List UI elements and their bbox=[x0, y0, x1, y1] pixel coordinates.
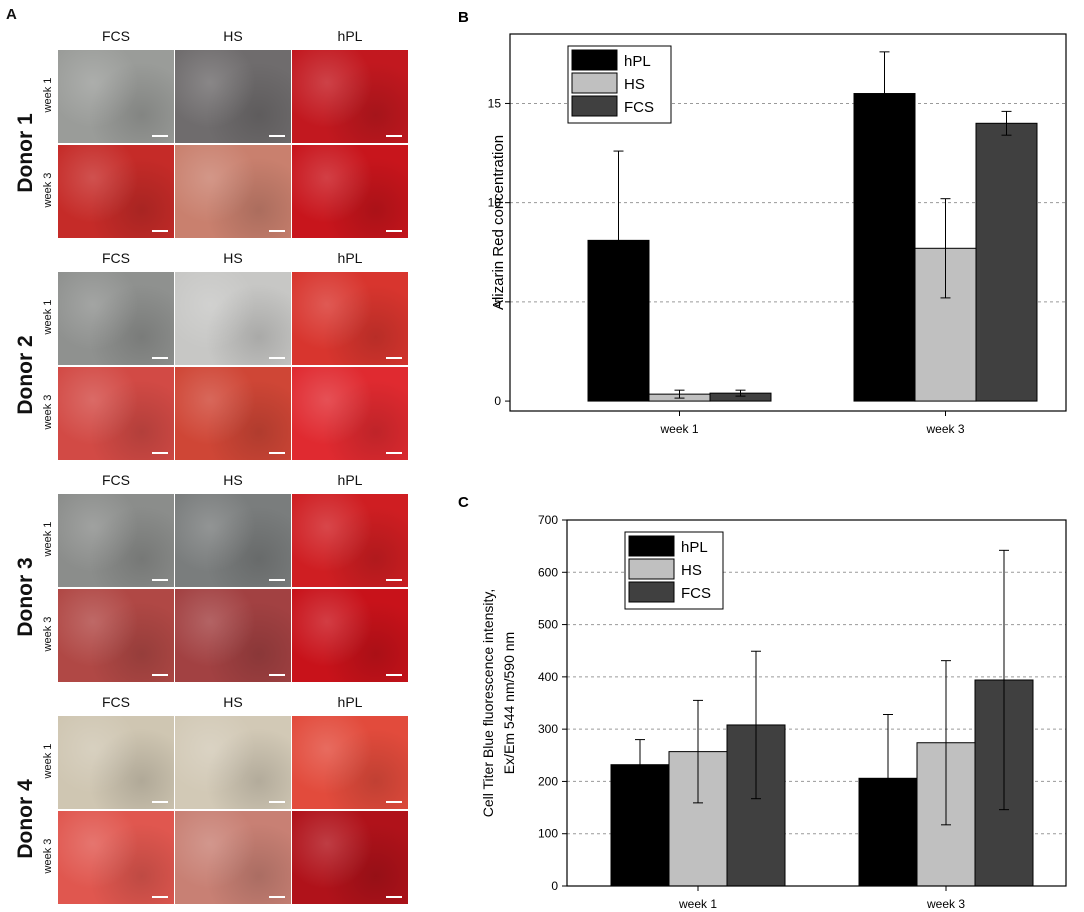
scale-bar bbox=[152, 357, 168, 359]
micrograph-tile bbox=[175, 272, 291, 365]
legend-swatch-HS bbox=[628, 558, 675, 580]
y-tick-label: 300 bbox=[538, 722, 558, 736]
column-header: hPL bbox=[337, 250, 363, 266]
micrograph-tile bbox=[175, 494, 291, 587]
column-header: hPL bbox=[337, 694, 363, 710]
panel-letter: B bbox=[458, 9, 469, 26]
x-tick-label: week 3 bbox=[925, 422, 964, 436]
column-header: HS bbox=[223, 28, 243, 44]
micrograph-tile bbox=[58, 494, 174, 587]
micrograph-tile bbox=[292, 145, 408, 238]
scale-bar bbox=[269, 674, 285, 676]
scale-bar bbox=[152, 801, 168, 803]
scale-bar bbox=[386, 801, 402, 803]
micrograph-tile bbox=[58, 272, 174, 365]
y-tick-label: 700 bbox=[538, 513, 558, 527]
scale-bar bbox=[152, 452, 168, 454]
scale-bar bbox=[269, 357, 285, 359]
micrograph-tile bbox=[58, 811, 174, 904]
scale-bar bbox=[269, 135, 285, 137]
micrograph-tile bbox=[58, 145, 174, 238]
micrograph-tile bbox=[292, 811, 408, 904]
y-axis-label: Alizarin Red concentration bbox=[490, 135, 507, 310]
micrograph-tile bbox=[58, 50, 174, 143]
y-tick-label: 0 bbox=[551, 879, 558, 893]
y-axis-label-line-1: Cell Titer Blue fluorescence intensity, bbox=[480, 589, 496, 818]
micrograph-tile bbox=[292, 272, 408, 365]
scale-bar bbox=[386, 230, 402, 232]
y-tick-label: 200 bbox=[538, 774, 558, 788]
y-tick-label: 15 bbox=[488, 96, 502, 110]
micrograph-tile bbox=[292, 367, 408, 460]
scale-bar bbox=[386, 896, 402, 898]
y-tick-label: 5 bbox=[494, 295, 501, 309]
legend-swatch-FCS bbox=[628, 581, 675, 603]
micrograph-tile bbox=[292, 716, 408, 809]
scale-bar bbox=[152, 135, 168, 137]
y-tick-label: 400 bbox=[538, 670, 558, 684]
legend-label-hPL: hPL bbox=[681, 539, 708, 556]
scale-bar bbox=[152, 579, 168, 581]
legend-label-HS: HS bbox=[624, 76, 645, 93]
legend-swatch-hPL bbox=[571, 49, 618, 71]
plot-frame bbox=[509, 33, 1067, 412]
legend-swatch-hPL bbox=[628, 535, 675, 557]
y-axis-label-line-2: Ex/Em 544 nm/590 nm bbox=[501, 632, 517, 774]
scale-bar bbox=[386, 674, 402, 676]
scale-bar bbox=[386, 579, 402, 581]
column-header: FCS bbox=[102, 28, 130, 44]
scale-bar bbox=[269, 801, 285, 803]
x-tick-label: week 1 bbox=[678, 897, 717, 911]
legend-swatch-HS bbox=[571, 72, 618, 94]
legend-label-FCS: FCS bbox=[624, 99, 654, 116]
scale-bar bbox=[269, 896, 285, 898]
scale-bar bbox=[386, 135, 402, 137]
micrograph-tile bbox=[175, 367, 291, 460]
panel-letter: C bbox=[458, 494, 469, 511]
micrograph-tile bbox=[292, 50, 408, 143]
column-header: FCS bbox=[102, 694, 130, 710]
column-header: hPL bbox=[337, 28, 363, 44]
y-tick-label: 600 bbox=[538, 565, 558, 579]
bar-FCS-week-3 bbox=[975, 122, 1038, 402]
bar-hPL-week-3 bbox=[853, 93, 916, 402]
scale-bar bbox=[269, 452, 285, 454]
y-tick-label: 0 bbox=[494, 394, 501, 408]
micrograph-tile bbox=[175, 50, 291, 143]
legend-label-hPL: hPL bbox=[624, 53, 651, 70]
scale-bar bbox=[152, 674, 168, 676]
column-header: FCS bbox=[102, 472, 130, 488]
scale-bar bbox=[386, 452, 402, 454]
scale-bar bbox=[152, 896, 168, 898]
x-tick-label: week 1 bbox=[659, 422, 698, 436]
column-header: FCS bbox=[102, 250, 130, 266]
micrograph-tile bbox=[292, 589, 408, 682]
micrograph-tile bbox=[58, 367, 174, 460]
x-tick-label: week 3 bbox=[926, 897, 965, 911]
micrograph-tile bbox=[175, 589, 291, 682]
micrograph-tile bbox=[175, 811, 291, 904]
y-tick-label: 100 bbox=[538, 827, 558, 841]
column-header: HS bbox=[223, 250, 243, 266]
scale-bar bbox=[269, 230, 285, 232]
micrograph-tile bbox=[175, 145, 291, 238]
micrograph-tile bbox=[58, 716, 174, 809]
column-header: hPL bbox=[337, 472, 363, 488]
column-header: HS bbox=[223, 694, 243, 710]
legend-swatch-FCS bbox=[571, 95, 618, 117]
micrograph-tile bbox=[292, 494, 408, 587]
legend-label-FCS: FCS bbox=[681, 585, 711, 602]
legend-label-HS: HS bbox=[681, 562, 702, 579]
plot-frame bbox=[566, 519, 1067, 887]
scale-bar bbox=[386, 357, 402, 359]
column-header: HS bbox=[223, 472, 243, 488]
y-tick-label: 10 bbox=[488, 196, 502, 210]
scale-bar bbox=[269, 579, 285, 581]
y-tick-label: 500 bbox=[538, 618, 558, 632]
panel-a-letter: A bbox=[6, 6, 17, 23]
micrograph-tile bbox=[175, 716, 291, 809]
micrograph-tile bbox=[58, 589, 174, 682]
scale-bar bbox=[152, 230, 168, 232]
